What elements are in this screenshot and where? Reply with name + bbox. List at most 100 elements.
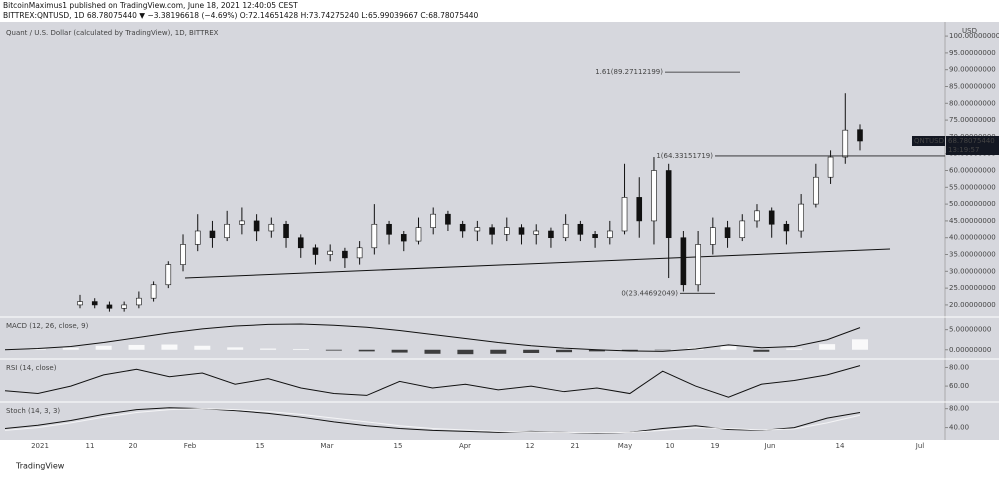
candle-body	[490, 228, 495, 235]
macd-histogram	[194, 346, 210, 350]
macd-histogram	[293, 349, 309, 350]
macd-histogram	[786, 349, 802, 350]
fib-label: 1.61(89.27112199)	[595, 68, 663, 76]
candle-body	[828, 157, 833, 177]
macd-histogram	[96, 346, 112, 350]
y-tick-label: 40.00	[949, 424, 969, 432]
candle-body	[387, 224, 392, 234]
candle-body	[166, 265, 171, 285]
candle-body	[239, 221, 244, 224]
macd-histogram	[852, 339, 868, 349]
candle-body	[460, 224, 465, 231]
candle-body	[843, 130, 848, 157]
y-tick-label: 75.00000000	[949, 116, 996, 124]
candle-body	[696, 244, 701, 284]
candle-body	[769, 211, 774, 224]
publisher: BitcoinMaximus1 published on TradingView…	[3, 1, 298, 10]
candle-body	[784, 224, 789, 231]
panel-title: Stoch (14, 3, 3)	[6, 407, 60, 415]
candle-body	[445, 214, 450, 224]
y-tick-label: 80.00	[949, 363, 969, 371]
x-tick-label: 19	[711, 442, 720, 450]
countdown: 13:19:57	[948, 146, 979, 154]
macd-histogram	[260, 349, 276, 350]
candle-body	[107, 305, 112, 308]
candle-body	[637, 197, 642, 221]
candle-body	[151, 285, 156, 298]
panel-title: MACD (12, 26, close, 9)	[6, 322, 89, 330]
candle-body	[78, 302, 83, 305]
candle-body	[622, 197, 627, 231]
y-tick-label: 80.00000000	[949, 99, 996, 107]
candle-body	[342, 251, 347, 258]
x-tick-label: 11	[86, 442, 95, 450]
panel-title: RSI (14, close)	[6, 364, 57, 372]
macd-histogram	[359, 350, 375, 352]
logo: TradingView	[15, 462, 65, 471]
candle-body	[357, 248, 362, 258]
y-tick-label: 40.00000000	[949, 234, 996, 242]
symbol-line: BITTREX:QNTUSD, 1D 68.78075440 ▼ −3.3819…	[3, 11, 479, 20]
x-tick-label: 20	[129, 442, 138, 450]
candle-body	[269, 224, 274, 231]
candle-body	[607, 231, 612, 238]
macd-histogram	[457, 350, 473, 354]
x-tick-label: Jun	[764, 442, 776, 450]
candle-body	[181, 244, 186, 264]
y-tick-label: 50.00000000	[949, 200, 996, 208]
candle-body	[313, 248, 318, 255]
candle-body	[254, 221, 259, 231]
candle-body	[563, 224, 568, 237]
candle-body	[210, 231, 215, 238]
candle-body	[799, 204, 804, 231]
candle-body	[431, 214, 436, 227]
candle-body	[519, 228, 524, 235]
x-tick-label: 10	[666, 442, 675, 450]
macd-histogram	[161, 345, 177, 350]
fib-label: 1(64.33151719)	[656, 152, 713, 160]
y-tick-label: 90.00000000	[949, 66, 996, 74]
candle-body	[593, 234, 598, 237]
macd-histogram	[556, 350, 572, 352]
y-tick-label: 95.00000000	[949, 49, 996, 57]
candle-body	[666, 171, 671, 238]
candle-body	[740, 221, 745, 238]
y-tick-label: 0.00000000	[949, 346, 991, 354]
macd-histogram	[129, 345, 145, 350]
y-tick-label: 35.00000000	[949, 251, 996, 259]
y-tick-label: 100.00000000	[949, 32, 999, 40]
symbol-label: QNTUSD	[914, 137, 944, 145]
x-tick-label: May	[618, 442, 632, 450]
candle-body	[416, 228, 421, 241]
y-tick-label: 80.00	[949, 405, 969, 413]
macd-histogram	[720, 346, 736, 350]
y-tick-label: 85.00000000	[949, 82, 996, 90]
candle-body	[92, 302, 97, 305]
macd-histogram	[425, 350, 441, 354]
x-tick-label: Feb	[184, 442, 197, 450]
candle-body	[651, 171, 656, 221]
x-tick-label: 12	[526, 442, 535, 450]
x-tick-label: Jul	[915, 442, 925, 450]
candle-body	[548, 231, 553, 238]
candle-body	[534, 231, 539, 234]
candle-body	[858, 130, 863, 141]
candle-body	[681, 238, 686, 285]
macd-histogram	[227, 347, 243, 349]
price-label: 68.78075440	[948, 137, 995, 145]
x-tick-label: 14	[836, 442, 845, 450]
candle-body	[298, 238, 303, 248]
candle-body	[813, 177, 818, 204]
macd-histogram	[753, 350, 769, 352]
candle-body	[401, 234, 406, 241]
candle-body	[195, 231, 200, 244]
fib-label: 0(23.44692049)	[621, 289, 678, 297]
candle-body	[504, 228, 509, 235]
x-tick-label: 21	[571, 442, 580, 450]
y-tick-label: 60.00	[949, 382, 969, 390]
x-tick-label: 2021	[31, 442, 49, 450]
candle-body	[725, 228, 730, 238]
candle-body	[122, 305, 127, 308]
